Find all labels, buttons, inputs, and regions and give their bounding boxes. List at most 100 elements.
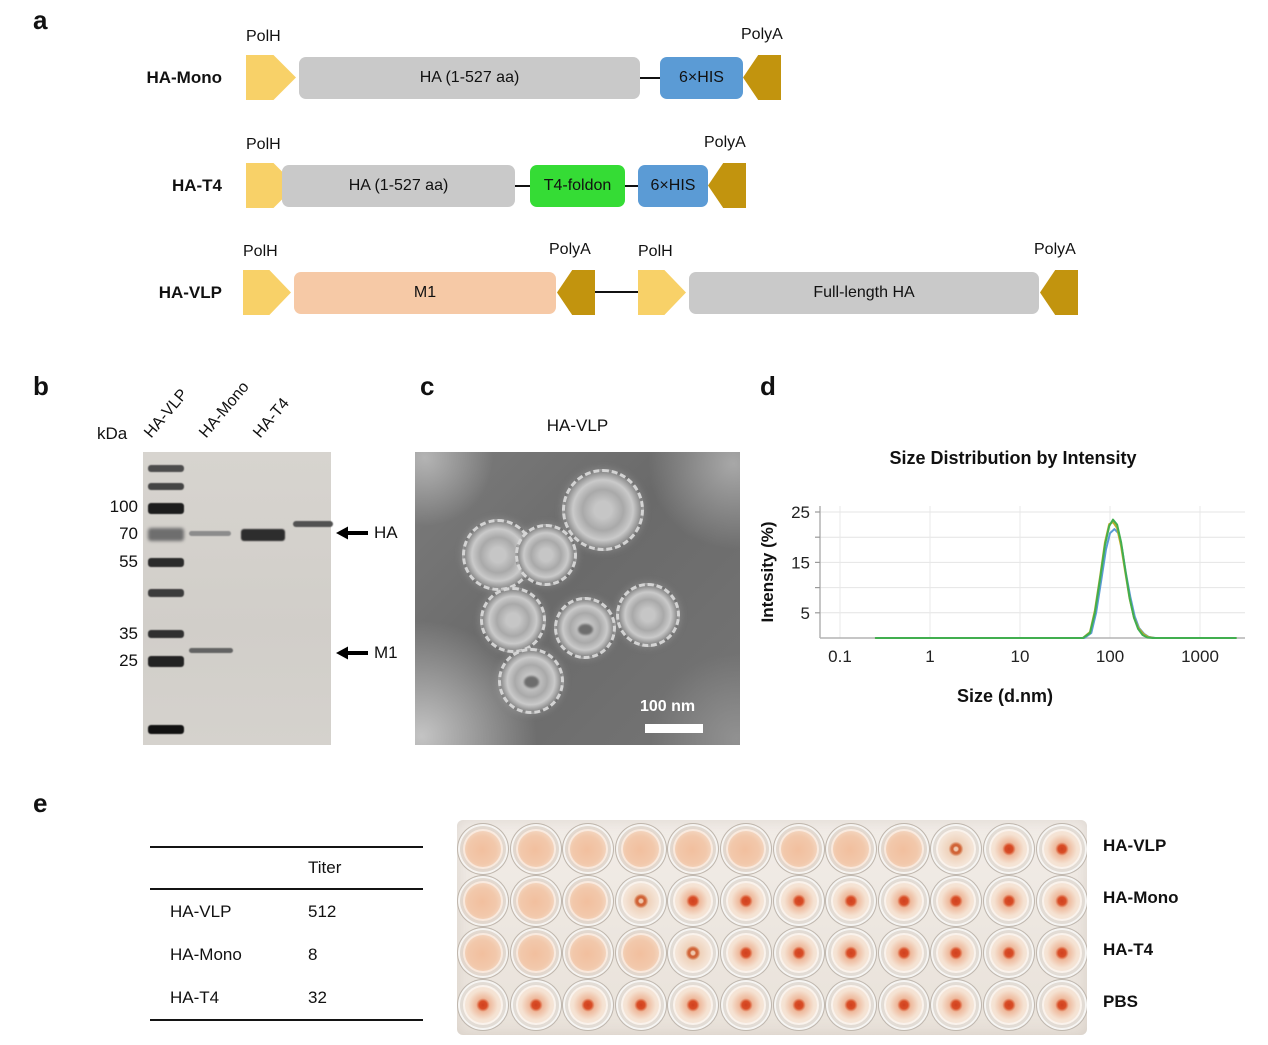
connector-line bbox=[515, 185, 530, 187]
well-HA-Mono-4 bbox=[614, 875, 667, 927]
well-HA-VLP-12 bbox=[1035, 823, 1087, 875]
row-value-cell: 32 bbox=[308, 987, 327, 1007]
gene-box-ha: HA (1-527 aa) bbox=[299, 57, 640, 99]
ha-band-annotation: HA bbox=[374, 523, 398, 542]
y-tick-label: 5 bbox=[801, 604, 810, 623]
well-HA-T4-8 bbox=[825, 927, 878, 979]
ladder-band bbox=[148, 465, 184, 472]
panel-d-letter: d bbox=[760, 371, 776, 401]
lane-label-ha-t4: HA-T4 bbox=[250, 395, 293, 442]
well-HA-VLP-11 bbox=[983, 823, 1035, 875]
row-label-cell: HA-Mono bbox=[170, 944, 242, 964]
dls-curve-curve-green bbox=[874, 518, 1237, 639]
panel-b-letter: b bbox=[33, 371, 49, 401]
polh-label: PolH bbox=[243, 243, 278, 260]
plate-row-label-ha-vlp: HA-VLP bbox=[1103, 836, 1167, 855]
well-PBS-5 bbox=[667, 979, 720, 1031]
polh-promoter-arrow bbox=[638, 270, 686, 315]
table-row: HA-Mono 8 bbox=[150, 933, 423, 976]
well-PBS-1 bbox=[457, 979, 509, 1031]
polh-label: PolH bbox=[246, 28, 281, 45]
construct-name-ha-mono: HA-Mono bbox=[146, 68, 222, 87]
gene-box-label: T4-foldon bbox=[543, 177, 612, 194]
ladder-band-100 bbox=[148, 503, 184, 514]
titer-table-header-row: Titer bbox=[150, 848, 423, 890]
polya-label: PolyA bbox=[549, 241, 591, 258]
dls-size-distribution-chart: 25 15 5 0.1 1 10 100 1000 Size Distribution by I… bbox=[758, 448, 1245, 706]
well-HA-T4-4 bbox=[614, 927, 667, 979]
gene-box-t4-foldon: T4-foldon bbox=[530, 165, 625, 207]
scale-bar bbox=[645, 724, 703, 733]
construct-name-ha-t4: HA-T4 bbox=[171, 176, 222, 195]
well-PBS-8 bbox=[825, 979, 878, 1031]
well-HA-T4-7 bbox=[772, 927, 825, 979]
gene-box-label: HA (1-527 aa) bbox=[419, 69, 520, 86]
well-HA-Mono-5 bbox=[667, 875, 720, 927]
well-HA-T4-12 bbox=[1035, 927, 1087, 979]
well-HA-T4-6 bbox=[720, 927, 772, 979]
x-tick-label: 1 bbox=[925, 647, 934, 666]
gene-box-label: 6×HIS bbox=[650, 177, 696, 194]
m1-band-annotation: M1 bbox=[374, 643, 398, 662]
well-HA-VLP-8 bbox=[825, 823, 878, 875]
tem-micrograph-image: 100 nm bbox=[415, 452, 740, 745]
dye-front-band bbox=[148, 725, 184, 734]
ladder-band-70 bbox=[148, 528, 184, 541]
well-PBS-2 bbox=[509, 979, 562, 1031]
well-HA-Mono-8 bbox=[825, 875, 878, 927]
well-HA-Mono-7 bbox=[772, 875, 825, 927]
vlp-particle bbox=[554, 597, 616, 659]
well-HA-VLP-9 bbox=[877, 823, 930, 875]
well-HA-Mono-9 bbox=[877, 875, 930, 927]
well-HA-Mono-12 bbox=[1035, 875, 1087, 927]
polya-label: PolyA bbox=[1034, 241, 1076, 258]
gene-box-label: M1 bbox=[413, 284, 437, 301]
well-HA-Mono-1 bbox=[457, 875, 509, 927]
hemagglutination-plate-image bbox=[457, 820, 1087, 1035]
vlp-particle bbox=[616, 583, 680, 647]
well-PBS-7 bbox=[772, 979, 825, 1031]
well-HA-VLP-2 bbox=[509, 823, 562, 875]
y-tick-label: 15 bbox=[791, 553, 810, 572]
ladder-band-55 bbox=[148, 558, 184, 567]
band-ha-vlp-ha bbox=[189, 531, 231, 536]
tem-title: HA-VLP bbox=[546, 416, 609, 435]
well-PBS-9 bbox=[877, 979, 930, 1031]
row-label-cell: HA-T4 bbox=[170, 987, 220, 1007]
well-PBS-6 bbox=[720, 979, 772, 1031]
gene-box-label: HA (1-527 aa) bbox=[348, 177, 449, 194]
gene-box-label: 6×HIS bbox=[679, 69, 724, 86]
sds-page-gel-image bbox=[143, 452, 333, 745]
x-tick-label: 10 bbox=[1011, 647, 1030, 666]
ladder-band-35 bbox=[148, 630, 184, 638]
polya-terminator-arrow bbox=[557, 270, 595, 315]
y-tick-label: 25 bbox=[791, 503, 810, 522]
well-HA-T4-2 bbox=[509, 927, 562, 979]
lane-label-ha-mono: HA-Mono bbox=[196, 378, 253, 442]
connector-line bbox=[625, 185, 638, 187]
vlp-particle bbox=[562, 469, 644, 551]
x-tick-label: 100 bbox=[1096, 647, 1124, 666]
well-HA-T4-10 bbox=[930, 927, 983, 979]
well-HA-T4-11 bbox=[983, 927, 1035, 979]
well-HA-Mono-11 bbox=[983, 875, 1035, 927]
band-ha-mono-ha bbox=[241, 529, 285, 541]
plate-row-label-ha-t4: HA-T4 bbox=[1103, 940, 1154, 959]
row-label-cell: HA-VLP bbox=[170, 901, 232, 921]
well-HA-VLP-1 bbox=[457, 823, 509, 875]
well-HA-VLP-4 bbox=[614, 823, 667, 875]
m1-arrow-icon bbox=[336, 646, 368, 660]
vlp-particle bbox=[498, 648, 564, 714]
x-axis-label: Size (d.nm) bbox=[957, 686, 1053, 706]
well-HA-Mono-10 bbox=[930, 875, 983, 927]
vlp-particle bbox=[515, 524, 577, 586]
lane-label-ha-vlp: HA-VLP bbox=[141, 386, 192, 442]
polya-label: PolyA bbox=[741, 26, 783, 43]
gene-box-m1: M1 bbox=[294, 272, 556, 314]
well-HA-Mono-3 bbox=[562, 875, 615, 927]
x-tick-label: 0.1 bbox=[828, 647, 852, 666]
vlp-particle bbox=[480, 587, 546, 653]
polh-label: PolH bbox=[638, 243, 673, 260]
y-axis-label: Intensity (%) bbox=[758, 521, 777, 622]
